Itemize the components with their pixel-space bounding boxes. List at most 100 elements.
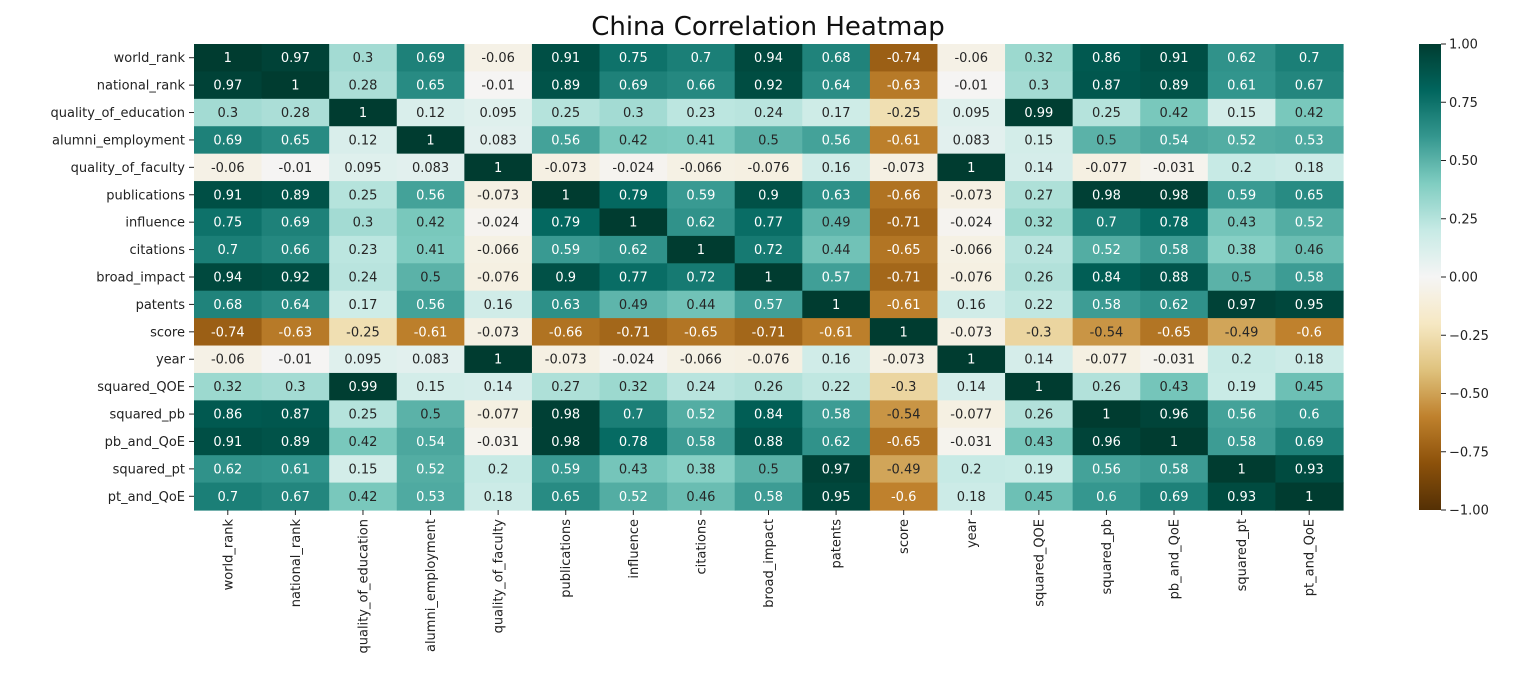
heatmap-cell	[869, 235, 939, 264]
cell-value-label: -0.66	[549, 325, 583, 340]
heatmap-cell	[734, 44, 803, 73]
heatmap-cell	[599, 482, 668, 511]
heatmap-cell	[1140, 235, 1209, 264]
column-label: national_rank	[289, 519, 304, 608]
cell-value-label: 0.86	[213, 408, 242, 423]
cell-value-label: -0.024	[950, 216, 992, 231]
heatmap-cell	[937, 235, 1006, 264]
cell-value-label: 0.14	[484, 380, 513, 395]
heatmap-cell	[869, 208, 939, 237]
cell-value-label: -0.077	[477, 408, 519, 423]
heatmap-cells	[194, 44, 1344, 511]
heatmap-cell	[1140, 208, 1209, 237]
heatmap-cell	[464, 126, 533, 155]
cell-value-label: 0.64	[822, 79, 851, 94]
cell-value-label: -0.63	[279, 325, 313, 340]
cell-value-label: 1	[494, 353, 502, 368]
cell-value-label: 0.69	[213, 133, 242, 148]
cell-value-label: -0.073	[950, 325, 992, 340]
heatmap-cell	[667, 44, 736, 73]
cell-value-label: 0.24	[686, 380, 715, 395]
row-label: alumni_employment	[52, 133, 185, 148]
cell-value-label: 0.65	[416, 79, 445, 94]
heatmap-cell	[599, 290, 668, 319]
cell-value-label: 0.3	[353, 51, 374, 66]
heatmap-cell	[667, 290, 736, 319]
row-label: national_rank	[97, 79, 186, 94]
heatmap-cell	[937, 427, 1006, 456]
row-label: influence	[125, 216, 185, 231]
heatmap-cell	[464, 263, 533, 292]
cell-value-label: 0.52	[1227, 133, 1256, 148]
cell-value-label: 0.3	[217, 106, 238, 121]
cell-value-label: 0.49	[822, 216, 851, 231]
cell-value-label: -0.073	[545, 161, 587, 176]
cell-value-label: -0.01	[279, 161, 313, 176]
heatmap-cell	[937, 71, 1006, 100]
heatmap-cell	[531, 153, 601, 182]
heatmap-cell	[464, 482, 533, 511]
cell-value-label: -0.077	[1085, 353, 1127, 368]
colorbar-tick-label: 1.00	[1449, 38, 1478, 53]
heatmap-cell	[531, 290, 601, 319]
cell-value-label: -0.06	[211, 353, 245, 368]
cell-value-label: -0.54	[887, 408, 921, 423]
heatmap-cell	[734, 482, 803, 511]
cell-value-label: 0.62	[1227, 51, 1256, 66]
heatmap-cell	[1275, 208, 1344, 237]
column-label: year	[965, 518, 980, 548]
cell-value-label: 0.62	[686, 216, 715, 231]
cell-value-label: -0.031	[477, 435, 519, 450]
cell-value-label: 0.24	[754, 106, 783, 121]
cell-value-label: 0.75	[619, 51, 648, 66]
cell-value-label: 0.59	[551, 462, 580, 477]
heatmap-cell	[802, 372, 871, 401]
cell-value-label: -0.65	[1157, 325, 1191, 340]
heatmap-cell	[802, 400, 871, 429]
cell-value-label: 1	[1102, 408, 1110, 423]
heatmap-cell	[464, 71, 533, 100]
cell-value-label: 0.3	[285, 380, 306, 395]
heatmap-cell	[194, 345, 263, 374]
heatmap-cell	[1207, 235, 1277, 264]
heatmap-cell	[329, 290, 398, 319]
cell-value-label: 0.84	[754, 408, 783, 423]
cell-value-label: 0.43	[619, 462, 648, 477]
heatmap-cell	[869, 44, 939, 73]
cell-value-label: 0.18	[957, 490, 986, 505]
heatmap-cell	[329, 318, 398, 347]
cell-value-label: 0.61	[281, 462, 310, 477]
cell-value-label: 1	[1035, 380, 1043, 395]
heatmap-cell	[1207, 126, 1277, 155]
cell-value-label: 1	[562, 188, 570, 203]
cell-value-label: -0.024	[477, 216, 519, 231]
heatmap-cell	[667, 345, 736, 374]
heatmap-cell	[1072, 235, 1141, 264]
heatmap-cell	[1140, 44, 1209, 73]
heatmap-cell	[1072, 482, 1141, 511]
heatmap-cell	[667, 482, 736, 511]
cell-value-label: 0.84	[1092, 271, 1121, 286]
heatmap-cell	[329, 126, 398, 155]
heatmap-cell	[599, 235, 668, 264]
cell-value-label: 0.98	[1092, 188, 1121, 203]
cell-value-label: 0.56	[1227, 408, 1256, 423]
heatmap-cell	[1275, 427, 1344, 456]
heatmap-cell	[1005, 427, 1074, 456]
cell-value-label: 0.97	[213, 79, 242, 94]
cell-value-label: 0.25	[348, 408, 377, 423]
cell-value-label: 0.94	[754, 51, 783, 66]
cell-value-label: -0.031	[950, 435, 992, 450]
heatmap-cell	[1005, 235, 1074, 264]
heatmap-cell	[329, 400, 398, 429]
heatmap-cell	[937, 126, 1006, 155]
cell-value-label: 0.14	[957, 380, 986, 395]
column-label: citations	[694, 519, 709, 575]
cell-value-label: 0.95	[822, 490, 851, 505]
cell-value-label: 0.65	[551, 490, 580, 505]
heatmap-cell	[531, 44, 601, 73]
cell-value-label: 0.083	[953, 133, 990, 148]
cell-value-label: 0.16	[957, 298, 986, 313]
heatmap-cell	[261, 455, 330, 484]
cell-value-label: 0.5	[758, 462, 779, 477]
